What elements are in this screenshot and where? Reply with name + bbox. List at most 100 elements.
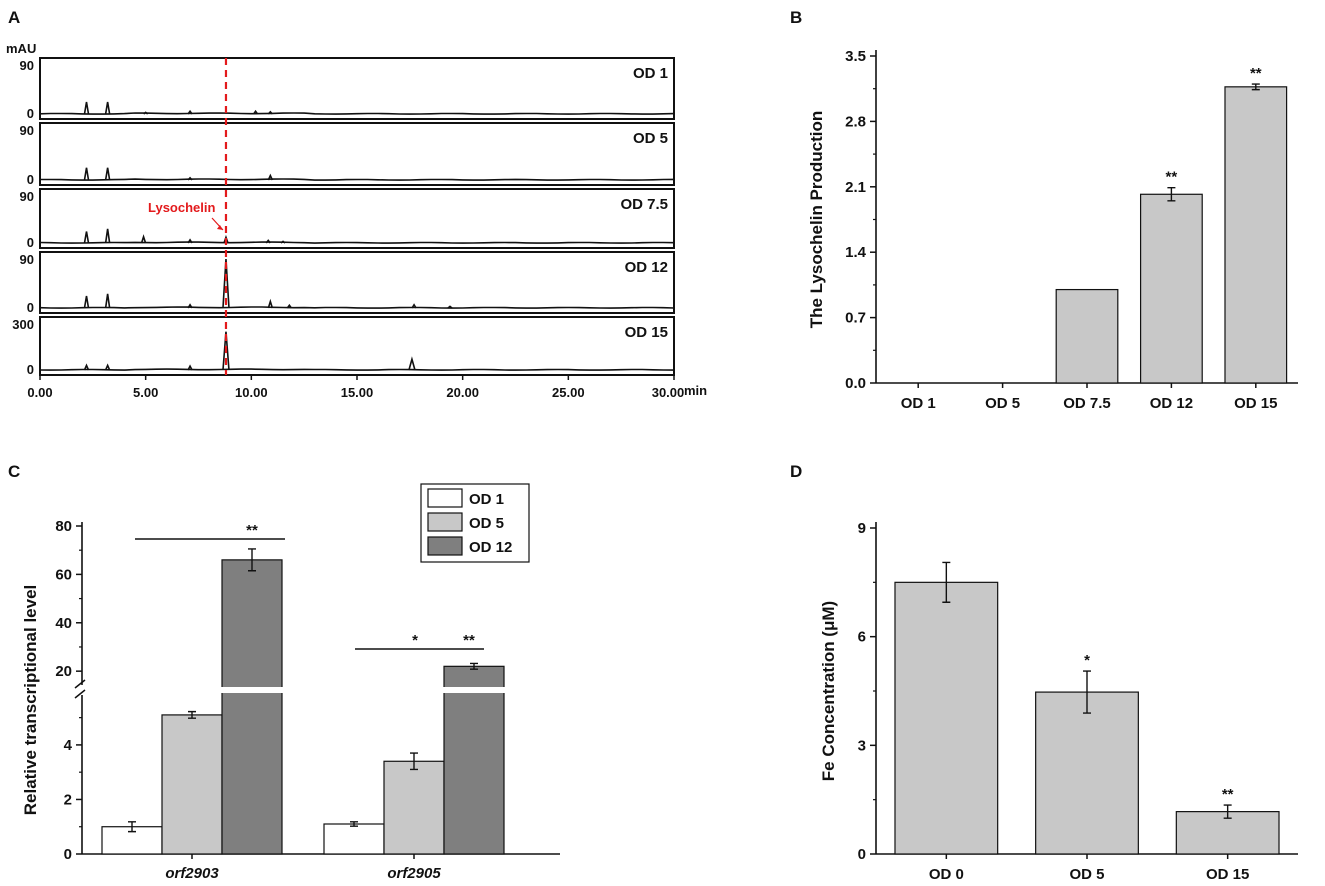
trace-peak [83,167,90,181]
significance-mark: ** [1222,786,1234,803]
bar [383,760,445,855]
trace-peak [104,293,111,309]
bar-break-gap [443,687,505,693]
chromatogram-panel: mAU 90 0 OD 1 90 0 OD 5 90 0 OD 7.5 90 0 OD 12 300 0 OD… [6,41,707,400]
bar-break-gap [221,687,283,693]
trace-peak [104,228,111,244]
x-tick-label: OD 15 [1206,866,1249,883]
trace-label: OD 7.5 [620,196,668,213]
trace-peak [411,303,417,309]
y-unit-label: mAU [6,41,36,56]
trace-peak [187,238,193,244]
x-tick-label: OD 1 [901,395,936,412]
significance-mark: * [412,632,418,649]
x-tick-label: OD 7.5 [1063,395,1111,412]
trace-baseline [39,112,675,115]
axis-break-mark [74,679,86,699]
trace-baseline [39,241,675,244]
trace-peak [187,364,193,371]
y-axis-title: Relative transcriptional level [21,585,40,816]
lysochelin-annotation: Lysochelin [148,200,215,215]
legend-swatch [427,488,463,508]
y-tick-label: 2.8 [845,113,866,130]
significance-mark: ** [1250,65,1262,82]
y-tick-label: 20 [55,663,72,680]
trace-peak [104,363,111,371]
legend-swatch [427,536,463,556]
error-bar [248,548,256,572]
x-tick-label: 5.00 [133,385,158,400]
legend-swatch [427,512,463,532]
trace-ymax-label: 300 [12,317,34,332]
x-tick-label: OD 0 [929,866,964,883]
x-tick-label: 20.00 [446,385,479,400]
trace-ymin-label: 0 [27,172,34,187]
error-bar [188,710,196,719]
error-bar [410,752,418,771]
y-tick-label: 1.4 [845,244,867,261]
trace-peak [447,305,453,309]
y-tick-label: 6 [858,629,866,646]
y-tick-label: 0 [64,846,72,863]
trace-ymax-label: 90 [20,252,34,267]
trace-peak [252,109,259,115]
trace-peak [267,110,273,115]
x-tick-label: 10.00 [235,385,268,400]
significance-mark: ** [463,632,475,649]
legend-label: OD 12 [469,539,512,556]
error-bar [1167,187,1176,202]
error-bar [1083,670,1091,714]
annotation-arrowhead [216,225,223,230]
trace-peak [267,298,274,309]
error-bar [1223,804,1232,819]
trace-ymax-label: 90 [20,58,34,73]
error-bar [350,821,358,827]
y-tick-label: 2 [64,791,72,808]
trace-ymin-label: 0 [27,362,34,377]
panel-a-label: A [8,8,20,27]
y-tick-label: 3.5 [845,48,866,65]
x-tick-label: 25.00 [552,385,585,400]
trace-peak [140,234,147,244]
trace-label: OD 12 [625,259,668,276]
trace-peak [408,356,416,371]
trace-peak [83,363,90,371]
trace-label: OD 5 [633,130,668,147]
trace-peak [187,109,193,115]
error-bar [1251,83,1260,91]
bar [894,581,999,855]
y-axis-title: The Lysochelin Production [807,111,826,329]
y-tick-label: 0.7 [845,310,866,327]
x-tick-label: 15.00 [341,385,374,400]
gene-label: orf2903 [165,865,219,882]
panel-b-label: B [790,8,802,27]
trace-peak [187,176,193,181]
trace-peak [267,173,274,181]
axis-break-gap [74,685,90,695]
trace-frame [39,188,675,249]
y-tick-label: 9 [858,520,866,537]
trace-baseline [40,178,675,181]
x-tick-label: OD 15 [1234,395,1277,412]
trace-peak [104,167,111,181]
y-tick-label: 4 [64,737,73,754]
trace-peak [83,231,90,244]
y-tick-label: 0.0 [845,375,866,392]
legend-label: OD 5 [469,515,504,532]
bar [1139,193,1203,384]
bar [221,559,283,855]
x-unit-label: min [684,383,707,398]
trace-baseline [39,306,675,309]
trace-frame [39,251,675,314]
panel-d-label: D [790,462,802,481]
trace-peak [83,101,90,115]
y-tick-label: 40 [55,615,72,632]
trace-peak [187,303,193,309]
x-tick-label: OD 5 [985,395,1020,412]
trace-peak [143,111,149,115]
x-tick-label: 0.00 [27,385,52,400]
trace-peak [265,239,271,244]
significance-mark: * [1084,652,1090,669]
